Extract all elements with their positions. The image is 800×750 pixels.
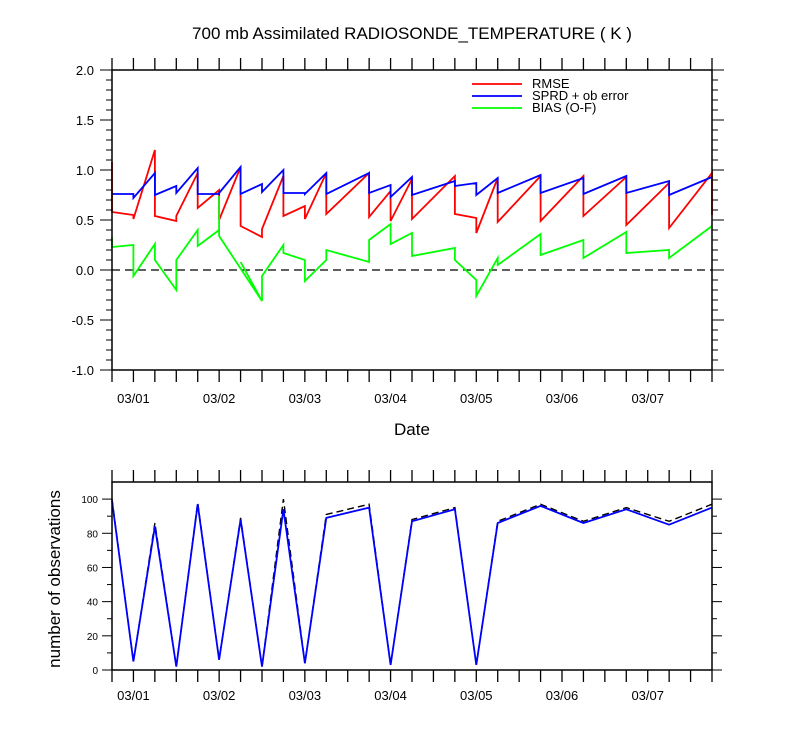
x-tick-label: 03/06	[546, 688, 579, 703]
chart-title: 700 mb Assimilated RADIOSONDE_TEMPERATUR…	[192, 24, 632, 43]
x-tick-label: 03/02	[203, 688, 236, 703]
legend-label: BIAS (O-F)	[532, 100, 596, 115]
x-tick-label: 03/07	[631, 688, 664, 703]
bottom-panel: 0 20 40 60 80 100 03/01 03/02 03/03 03/04 03/05 03/…	[81, 470, 722, 703]
x-tick-label: 03/05	[460, 391, 493, 406]
bottom-axes: 0 20 40 60 80 100 03/01 03/02 03/03 03/04 03/05 03/…	[81, 470, 722, 703]
x-tick-label: 03/06	[546, 391, 579, 406]
y-tick-label: -1.0	[72, 363, 94, 378]
y-tick-label: 80	[87, 529, 99, 540]
y-tick-label: 100	[81, 495, 98, 506]
x-tick-label: 03/04	[374, 391, 407, 406]
x-tick-label: 03/05	[460, 688, 493, 703]
y-tick-label: 2.0	[76, 63, 94, 78]
series-line-sprd-ob-error	[112, 164, 713, 201]
top-axes: -1.0 -0.5 0.0 0.5 1.0 1.5 2.0 03/01 03/02 03/03 03…	[72, 58, 724, 406]
series-line-assimilated	[111, 500, 713, 667]
y-tick-label: 0	[92, 666, 98, 677]
y-tick-label: 0.5	[76, 213, 94, 228]
y-tick-label: 60	[87, 563, 99, 574]
bottom-plot-frame	[111, 481, 713, 671]
y-tick-label: 1.0	[76, 163, 94, 178]
series-line-rmse	[111, 149, 713, 239]
x-tick-label: 03/07	[631, 391, 664, 406]
x-tick-label: 03/02	[203, 391, 236, 406]
x-tick-label: 03/03	[289, 391, 322, 406]
top-series-group	[111, 149, 713, 302]
y-tick-label: 40	[87, 598, 99, 609]
y-tick-label: 0.0	[76, 263, 94, 278]
legend-label: SPRD + ob error	[532, 88, 629, 103]
x-tick-label: 03/04	[374, 688, 407, 703]
series-line-bias-o-f	[111, 196, 713, 302]
y-axis-title: number of observations	[45, 490, 64, 668]
x-tick-label: 03/01	[117, 688, 150, 703]
top-panel: -1.0 -0.5 0.0 0.5 1.0 1.5 2.0 03/01 03/02 03/03 03…	[72, 58, 724, 406]
y-tick-label: 20	[87, 632, 99, 643]
x-tick-label: 03/01	[117, 391, 150, 406]
y-tick-label: 1.5	[76, 113, 94, 128]
x-tick-label: 03/03	[289, 688, 322, 703]
y-tick-label: -0.5	[72, 313, 94, 328]
top-plot-frame	[111, 69, 713, 371]
x-axis-title: Date	[394, 420, 430, 439]
bottom-series-group	[111, 499, 713, 667]
legend-label: RMSE	[532, 76, 570, 91]
